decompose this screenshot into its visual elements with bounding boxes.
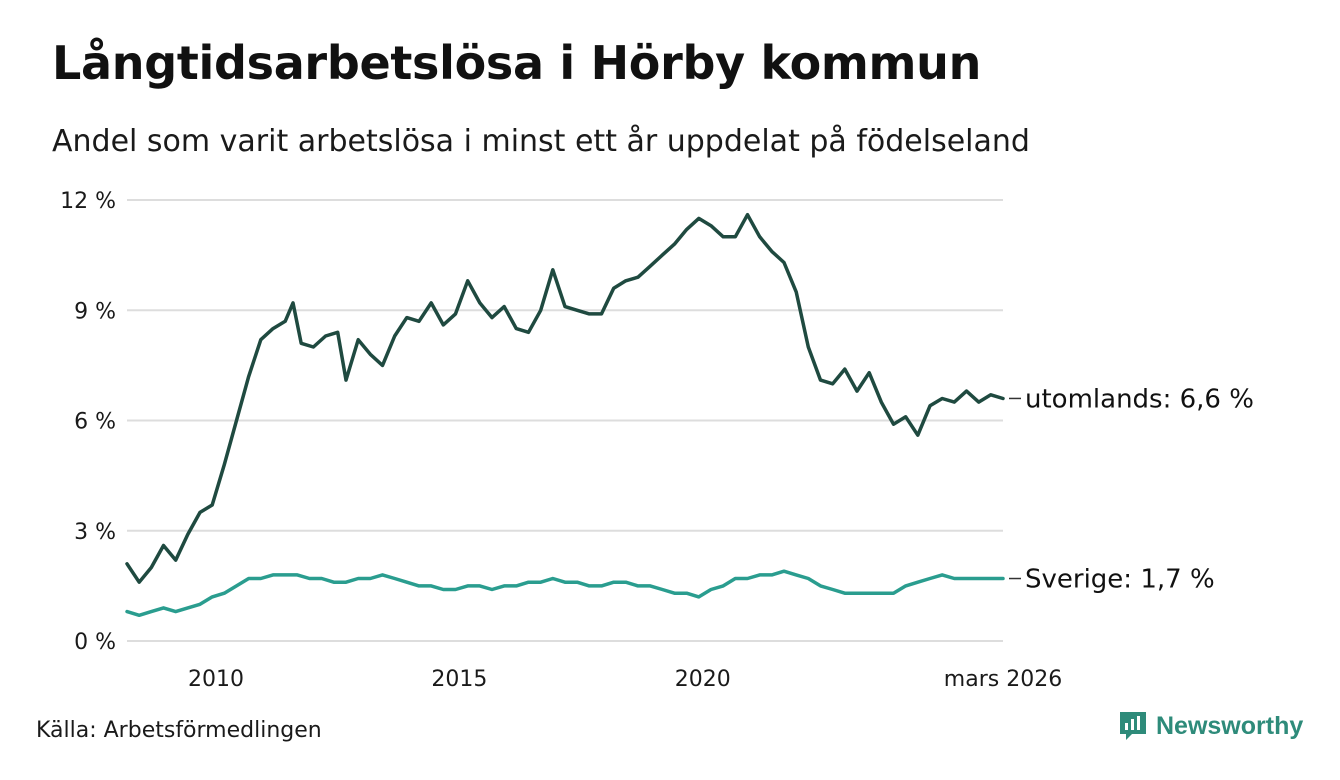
x-tick-label: 2015 <box>431 667 487 692</box>
source-note: Källa: Arbetsförmedlingen <box>36 718 322 743</box>
page-title: Långtidsarbetslösa i Hörby kommun <box>52 36 982 90</box>
newsworthy-logo-icon <box>1120 712 1146 740</box>
y-tick-label: 9 % <box>74 299 116 324</box>
end-label-utomlands: utomlands: 6,6 % <box>1025 384 1254 414</box>
end-label-sverige: Sverige: 1,7 % <box>1025 565 1215 595</box>
x-tick-label: 2020 <box>675 667 731 692</box>
y-tick-label: 12 % <box>60 189 116 214</box>
x-tick-label: mars 2026 <box>944 667 1062 692</box>
y-tick-label: 3 % <box>74 520 116 545</box>
y-tick-label: 6 % <box>74 410 116 435</box>
y-tick-label: 0 % <box>74 630 116 655</box>
page-subtitle: Andel som varit arbetslösa i minst ett å… <box>52 124 1030 159</box>
brand-name: Newsworthy <box>1156 711 1304 740</box>
x-tick-label: 2010 <box>188 667 244 692</box>
brand-logo: Newsworthy <box>1118 710 1303 742</box>
series-line-sverige <box>125 569 1005 618</box>
series-line-utomlands <box>125 212 1005 584</box>
